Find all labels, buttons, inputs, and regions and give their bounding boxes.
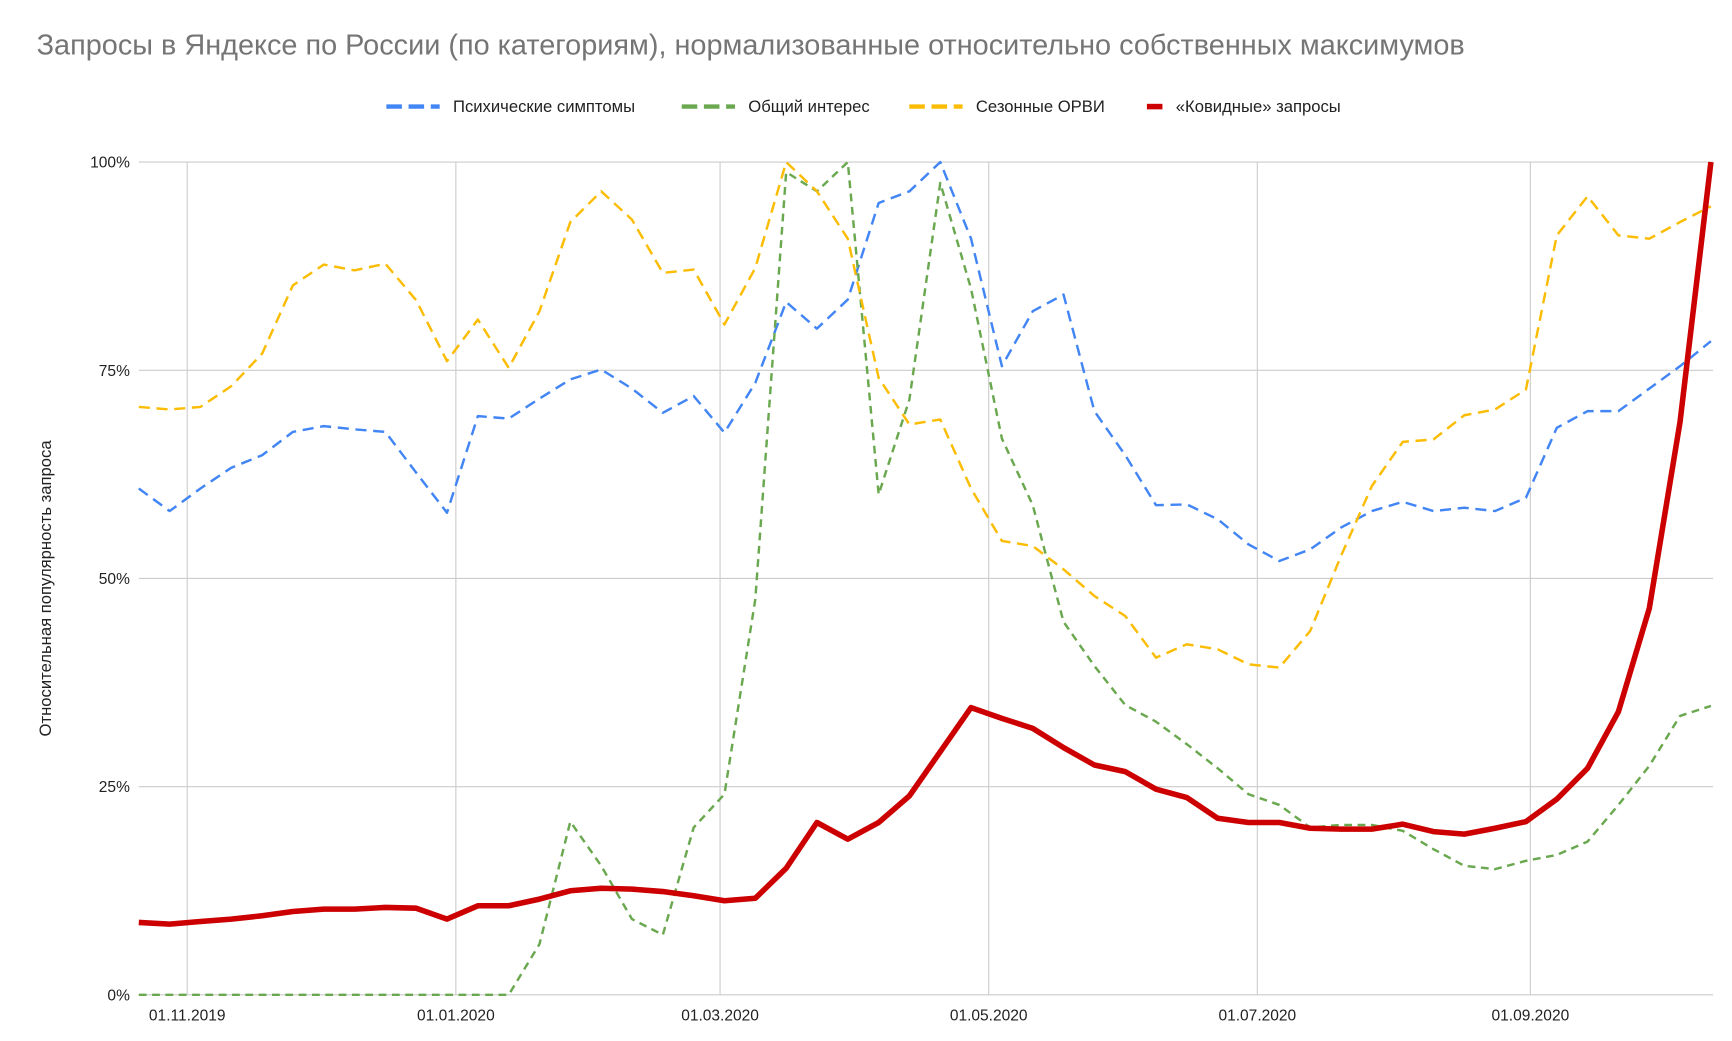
- x-tick-label: 01.01.2020: [417, 1007, 495, 1024]
- x-tick-label: 01.09.2020: [1491, 1007, 1569, 1024]
- y-tick-label: 25%: [99, 779, 130, 796]
- y-tick-label: 75%: [99, 363, 130, 380]
- legend-item-1: Психические симптомы: [386, 97, 635, 116]
- x-tick-label: 01.07.2020: [1218, 1007, 1296, 1024]
- chart-title: Запросы в Яндексе по России (по категори…: [37, 29, 1465, 61]
- legend-item-2: Общий интерес: [681, 97, 870, 116]
- series-line-3: [138, 160, 1712, 669]
- legend-label: Психические симптомы: [453, 97, 635, 116]
- legend-label: «Ковидные» запросы: [1176, 97, 1341, 116]
- y-tick-label: 100%: [90, 155, 130, 172]
- legend-label: Сезонные ОРВИ: [976, 97, 1105, 116]
- gridlines: [138, 161, 1714, 996]
- legend: Психические симптомы Общий интерес Сезонны…: [386, 97, 1341, 116]
- y-tick-label: 50%: [99, 571, 130, 588]
- legend-item-4: «Ковидные» запросы: [1146, 97, 1341, 116]
- series-line-1: [138, 160, 1712, 563]
- legend-item-3: Сезонные ОРВИ: [909, 97, 1105, 116]
- series-line-4: [138, 161, 1714, 927]
- y-axis-label: Относительная популярность запроса: [36, 440, 55, 737]
- y-tick-label: 0%: [107, 987, 130, 1004]
- x-tick-label: 01.03.2020: [681, 1007, 759, 1024]
- x-axis-ticks: 01.11.2019 01.01.2020 01.03.2020 01.05.2020…: [149, 1007, 1570, 1024]
- x-tick-label: 01.05.2020: [950, 1007, 1028, 1024]
- series-line-2: [138, 160, 1712, 997]
- x-tick-label: 01.11.2019: [149, 1007, 226, 1024]
- series-lines: [138, 160, 1714, 997]
- y-axis-ticks: 0% 25% 50% 75% 100%: [90, 155, 130, 1005]
- legend-label: Общий интерес: [748, 97, 869, 116]
